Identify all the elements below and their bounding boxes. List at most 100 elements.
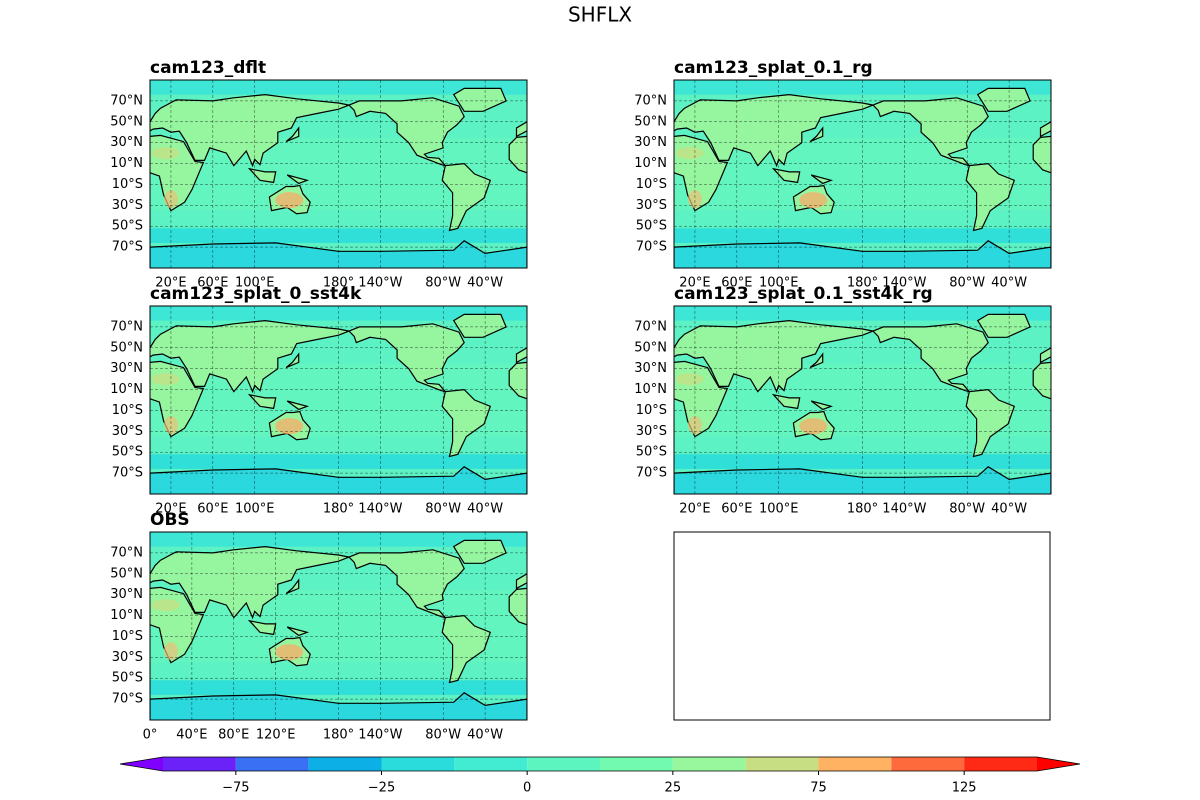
colorbar-segment <box>235 757 309 771</box>
lon-tick-label: 100°E <box>759 502 799 517</box>
map <box>150 80 527 268</box>
colorbar-segment <box>818 757 892 771</box>
land <box>515 572 527 590</box>
lon-tick-label: 40°W <box>467 276 503 291</box>
hot-spot <box>151 147 180 160</box>
land <box>150 93 352 168</box>
land <box>810 400 834 411</box>
land <box>347 549 465 619</box>
colorbar-over <box>1037 757 1080 771</box>
lat-tick-label: 50°N <box>634 114 667 129</box>
colorbar-tick-label: 25 <box>665 781 682 796</box>
lon-tick-label: 60°E <box>197 276 228 291</box>
colorbar-segment <box>163 757 236 771</box>
land <box>150 545 352 620</box>
hot-spot <box>163 416 178 435</box>
lon-tick-label: 180° <box>323 502 354 517</box>
land <box>515 346 527 364</box>
lon-tick-label: 40°W <box>991 502 1027 517</box>
lat-tick-label: 50°N <box>634 340 667 355</box>
lat-tick-label: 30°S <box>112 198 143 213</box>
lat-tick-label: 70°N <box>110 319 143 334</box>
empty-panel <box>673 531 1051 721</box>
map-frame <box>673 305 1052 495</box>
lat-tick-label: 10°S <box>112 177 143 192</box>
land <box>965 162 1016 232</box>
lon-tick-label: 40°E <box>176 728 207 743</box>
lon-tick-label: 180° <box>323 728 354 743</box>
lat-tick-label: 30°N <box>110 587 143 602</box>
map-frame <box>149 305 528 495</box>
hot-spot <box>675 373 704 386</box>
land <box>441 614 492 684</box>
lon-tick-label: 60°E <box>197 502 228 517</box>
lat-tick-label: 30°S <box>112 424 143 439</box>
land <box>285 126 300 143</box>
land <box>771 393 801 410</box>
lon-tick-label: 140°W <box>882 502 926 517</box>
lon-tick-label: 20°E <box>155 502 186 517</box>
lon-tick-label: 20°E <box>155 276 186 291</box>
lat-tick-label: 30°N <box>634 361 667 376</box>
hot-spot <box>687 416 702 435</box>
lat-tick-label: 30°S <box>112 650 143 665</box>
panel-title: cam123_dflt <box>150 58 266 78</box>
lon-tick-label: 140°W <box>358 728 402 743</box>
lon-tick-label: 140°W <box>358 276 402 291</box>
land <box>976 313 1031 338</box>
lat-tick-label: 10°S <box>112 403 143 418</box>
antarctica <box>150 240 527 268</box>
lon-tick-label: 180° <box>323 276 354 291</box>
antarctica <box>150 692 527 720</box>
lon-tick-label: 80°W <box>949 276 985 291</box>
land <box>1039 120 1051 138</box>
colorbar-segment <box>308 757 382 771</box>
lat-tick-label: 30°S <box>636 198 667 213</box>
land <box>1170 186 1200 214</box>
map-frame <box>149 79 528 269</box>
land <box>1151 169 1177 183</box>
lon-tick-label: 140°W <box>358 502 402 517</box>
hot-spot <box>163 190 178 209</box>
lon-tick-label: 80°W <box>949 502 985 517</box>
lat-tick-label: 30°N <box>110 135 143 150</box>
hot-spot <box>275 192 304 209</box>
lon-tick-label: 60°E <box>721 276 752 291</box>
land <box>247 393 277 410</box>
hot-spot <box>799 192 828 209</box>
lon-tick-label: 100°E <box>235 276 275 291</box>
lon-tick-label: 120°E <box>256 728 296 743</box>
panel-title: cam123_splat_0.1_sst4k_rg <box>674 284 933 304</box>
lon-tick-label: 40°W <box>467 728 503 743</box>
lat-tick-label: 30°N <box>634 135 667 150</box>
land <box>871 97 989 167</box>
colorbar-segment <box>745 757 819 771</box>
lat-tick-label: 50°S <box>112 671 143 686</box>
panel-title: cam123_splat_0_sst4k <box>150 284 362 304</box>
map <box>674 306 1051 494</box>
lat-tick-label: 70°N <box>634 319 667 334</box>
lon-tick-label: 60°E <box>721 502 752 517</box>
lon-tick-label: 100°E <box>759 276 799 291</box>
land <box>1188 175 1200 183</box>
lat-tick-label: 70°S <box>112 692 143 707</box>
land <box>247 167 277 184</box>
lat-tick-label: 70°N <box>110 545 143 560</box>
lat-tick-label: 50°S <box>112 445 143 460</box>
colorbar-segment <box>527 757 600 771</box>
hot-spot <box>275 418 304 435</box>
lat-tick-label: 50°S <box>636 219 667 234</box>
land <box>809 126 824 143</box>
land <box>286 626 310 637</box>
land <box>976 87 1031 112</box>
land <box>347 323 465 393</box>
lon-tick-label: 20°E <box>679 276 710 291</box>
lon-tick-label: 180° <box>847 276 878 291</box>
hot-spot <box>151 373 180 386</box>
lat-tick-label: 10°N <box>110 608 143 623</box>
lon-tick-label: 0° <box>143 728 158 743</box>
map <box>674 80 1200 268</box>
land <box>286 400 310 411</box>
lat-tick-label: 10°S <box>112 629 143 644</box>
